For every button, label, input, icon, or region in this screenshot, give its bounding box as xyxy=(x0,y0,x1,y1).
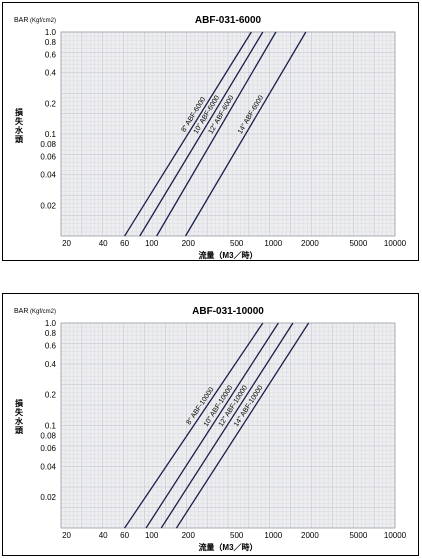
y-tick-label: 0.4 xyxy=(45,360,57,369)
y-tick-label: 0.08 xyxy=(40,140,56,149)
x-tick-label: 100 xyxy=(145,531,159,540)
series-line xyxy=(145,322,279,529)
y-tick-label: 0.6 xyxy=(45,51,57,60)
y-tick-label: 0.2 xyxy=(45,99,57,108)
x-tick-label: 40 xyxy=(99,531,108,540)
x-axis-label: 流量（M3／時） xyxy=(198,250,257,260)
plot-frame xyxy=(60,322,396,529)
x-tick-label: 5000 xyxy=(349,531,367,540)
x-tick-label: 200 xyxy=(182,531,196,540)
x-tick-label: 200 xyxy=(182,239,196,248)
y-axis-label: 損失水頭 xyxy=(14,107,24,144)
x-tick-label: 10000 xyxy=(384,531,407,540)
chart-svg: ABF-031-6000 BAR (Kgf/cm2) 1.00.8 0.6 0.4 0.2 0… xyxy=(14,15,407,260)
x-tick-label: 20 xyxy=(62,531,71,540)
y-tick-label: 0.1 xyxy=(45,422,57,431)
y-tick-label: 0.6 xyxy=(45,342,57,351)
series-line xyxy=(175,322,310,529)
x-tick-label: 5000 xyxy=(349,239,367,248)
y-tick-label: 0.06 xyxy=(40,153,56,162)
y-tick-label: 0.06 xyxy=(40,444,56,453)
x-tick-label: 2000 xyxy=(301,239,319,248)
plot-frame xyxy=(60,31,396,237)
x-tick-label: 2000 xyxy=(301,531,319,540)
x-tick-label: 500 xyxy=(230,531,244,540)
unit-label: (Kgf/cm2) xyxy=(30,309,56,315)
series-line xyxy=(160,322,294,529)
y-tick-label: 0.02 xyxy=(40,493,56,502)
series-line xyxy=(124,31,252,237)
x-tick-label: 10000 xyxy=(384,239,407,248)
y-tick-label: 1.0 xyxy=(45,28,57,37)
x-tick-label: 20 xyxy=(62,239,71,248)
chart-svg: ABF-031-10000 BAR (Kgf/cm2) 1.00.8 0.6 0.4 0.2… xyxy=(14,306,407,552)
x-tick-label: 60 xyxy=(120,239,129,248)
y-tick-label: 0.1 xyxy=(45,130,57,139)
y-tick-label: 0.4 xyxy=(45,69,57,78)
y-axis-label: 損失水頭 xyxy=(14,398,24,435)
bar-label: BAR xyxy=(14,17,28,24)
x-tick-label: 500 xyxy=(230,239,244,248)
x-axis-label: 流量（M3／時） xyxy=(198,542,257,552)
y-tick-label: 0.04 xyxy=(40,171,56,180)
grid xyxy=(60,31,396,237)
grid xyxy=(60,322,396,529)
y-tick-label: 0.8 xyxy=(45,329,57,338)
x-tick-label: 1000 xyxy=(264,531,282,540)
bar-label: BAR xyxy=(14,308,28,315)
y-tick-label: 0.02 xyxy=(40,201,56,210)
series-line xyxy=(184,31,307,237)
x-tick-label: 40 xyxy=(99,239,108,248)
y-tick-label: 0.2 xyxy=(45,391,57,400)
chart-title: ABF-031-6000 xyxy=(195,15,262,26)
series-line xyxy=(156,31,277,237)
chart-title: ABF-031-10000 xyxy=(192,306,264,317)
chart-panel-1: ABF-031-6000 BAR (Kgf/cm2) 1.0 0.8 0.6 0.4 0.2 0… xyxy=(2,2,419,261)
y-tick-label: 0.08 xyxy=(40,431,56,440)
series-line xyxy=(139,31,264,237)
x-tick-label: 1000 xyxy=(264,239,282,248)
chart-panel-2: ABF-031-10000 BAR (Kgf/cm2) 1.0 0.8 0.6 0.4 0.2… xyxy=(2,293,419,556)
y-tick-label: 0.8 xyxy=(45,38,57,47)
y-tick-label: 1.0 xyxy=(45,319,57,328)
x-tick-label: 60 xyxy=(120,531,129,540)
y-tick-label: 0.04 xyxy=(40,462,56,471)
x-tick-label: 100 xyxy=(145,239,159,248)
series-line xyxy=(124,322,264,529)
unit-label: (Kgf/cm2) xyxy=(30,18,56,24)
